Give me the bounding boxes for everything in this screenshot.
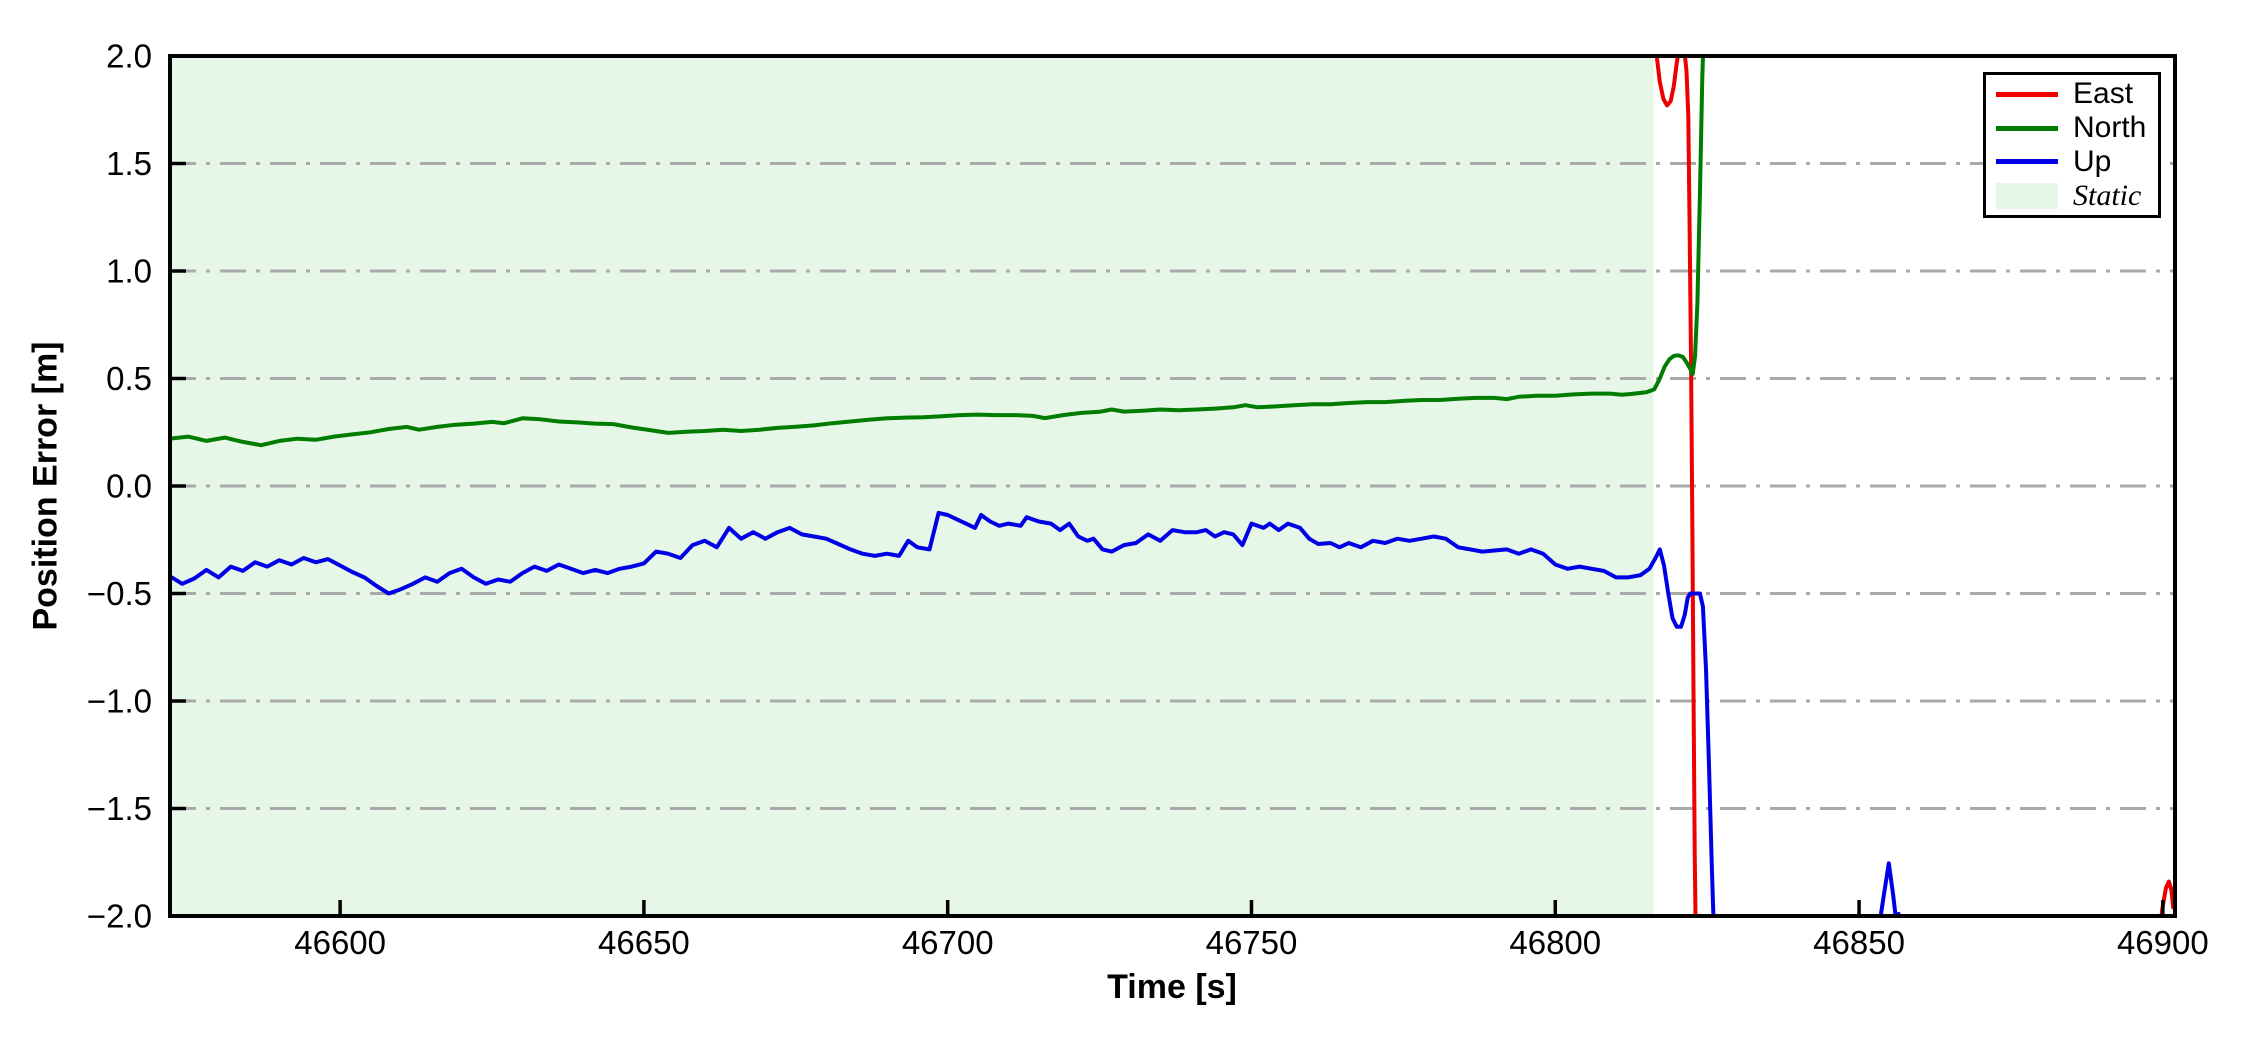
east-line-swatch xyxy=(1996,91,2058,97)
legend-label: Static xyxy=(2073,178,2142,212)
x-tick-label: 46850 xyxy=(1813,924,1905,961)
x-axis-label: Time [s] xyxy=(1107,968,1237,1006)
y-tick-label: 0.5 xyxy=(106,360,152,397)
legend-label: Up xyxy=(2073,144,2112,178)
y-axis-label: Position Error [m] xyxy=(26,341,65,631)
y-tick-label: 0.0 xyxy=(106,468,152,505)
y-tick-label: 2.0 xyxy=(106,38,152,75)
legend-item-up: Up xyxy=(1996,145,2158,178)
y-tick-label: −0.5 xyxy=(87,575,152,612)
up-line-swatch xyxy=(1996,159,2058,165)
swatch-color xyxy=(1996,182,2058,209)
legend-item-static: Static xyxy=(1996,179,2158,212)
y-tick-label: 1.0 xyxy=(106,253,152,290)
x-tick-label: 46750 xyxy=(1206,924,1298,961)
north-line xyxy=(170,56,1706,448)
legend: East North Up Static xyxy=(1983,72,2161,218)
swatch-color xyxy=(1996,91,2058,97)
x-tick-label: 46650 xyxy=(598,924,690,961)
x-tick-label: 46700 xyxy=(902,924,994,961)
east-line xyxy=(1654,56,1698,916)
swatch-color xyxy=(1996,159,2058,165)
legend-label: North xyxy=(2073,111,2147,145)
x-tick-label: 46800 xyxy=(1509,924,1601,961)
y-tick-label: −1.5 xyxy=(87,790,152,827)
y-tick-label: −2.0 xyxy=(87,898,152,935)
north-line-swatch xyxy=(1996,125,2058,131)
legend-item-north: North xyxy=(1996,112,2158,145)
y-tick-label: 1.5 xyxy=(106,145,152,182)
y-tick-label: −1.0 xyxy=(87,683,152,720)
x-tick-label: 46600 xyxy=(294,924,386,961)
x-tick-label: 46900 xyxy=(2117,924,2209,961)
up-line xyxy=(170,510,1716,916)
legend-item-east: East xyxy=(1996,78,2158,111)
swatch-color xyxy=(1996,125,2058,131)
static-patch-swatch xyxy=(1996,182,2058,209)
legend-label: East xyxy=(2073,77,2134,111)
